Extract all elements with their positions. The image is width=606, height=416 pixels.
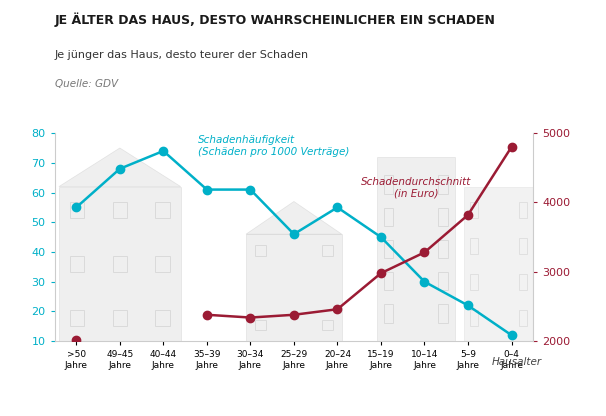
Text: Schadendurchschnitt
(in Euro): Schadendurchschnitt (in Euro) [361,177,471,199]
Bar [113,256,127,272]
Bar [519,310,527,326]
Bar [439,175,448,194]
Bar [246,234,342,341]
Bar [470,202,478,218]
Bar [155,202,170,218]
Bar [470,238,478,254]
Bar [70,202,84,218]
Bar [155,256,170,272]
Bar [255,320,266,330]
Bar [519,202,527,218]
Bar [439,304,448,323]
Bar [439,208,448,226]
Text: Hausalter: Hausalter [492,357,542,367]
Bar [384,208,393,226]
Polygon shape [246,201,342,234]
Bar [384,272,393,290]
Bar [470,310,478,326]
Bar [439,240,448,258]
Text: JE ÄLTER DAS HAUS, DESTO WAHRSCHEINLICHER EIN SCHADEN: JE ÄLTER DAS HAUS, DESTO WAHRSCHEINLICHE… [55,12,496,27]
Bar [519,274,527,290]
Bar [70,310,84,326]
Bar [376,157,455,341]
Bar [113,202,127,218]
Bar [322,320,333,330]
Bar [470,274,478,290]
Bar [113,310,127,326]
Text: Quelle: GDV: Quelle: GDV [55,79,118,89]
Bar [384,304,393,323]
Bar [384,175,393,194]
Bar [464,187,533,341]
Bar [70,256,84,272]
Bar [322,245,333,255]
Polygon shape [59,148,181,187]
Bar [519,238,527,254]
Bar [384,240,393,258]
Bar [59,187,181,341]
Bar [155,310,170,326]
Bar [255,245,266,255]
Text: Schadenhäufigkeit
(Schäden pro 1000 Verträge): Schadenhäufigkeit (Schäden pro 1000 Vert… [198,135,350,157]
Bar [439,272,448,290]
Text: Je jünger das Haus, desto teurer der Schaden: Je jünger das Haus, desto teurer der Sch… [55,50,308,60]
